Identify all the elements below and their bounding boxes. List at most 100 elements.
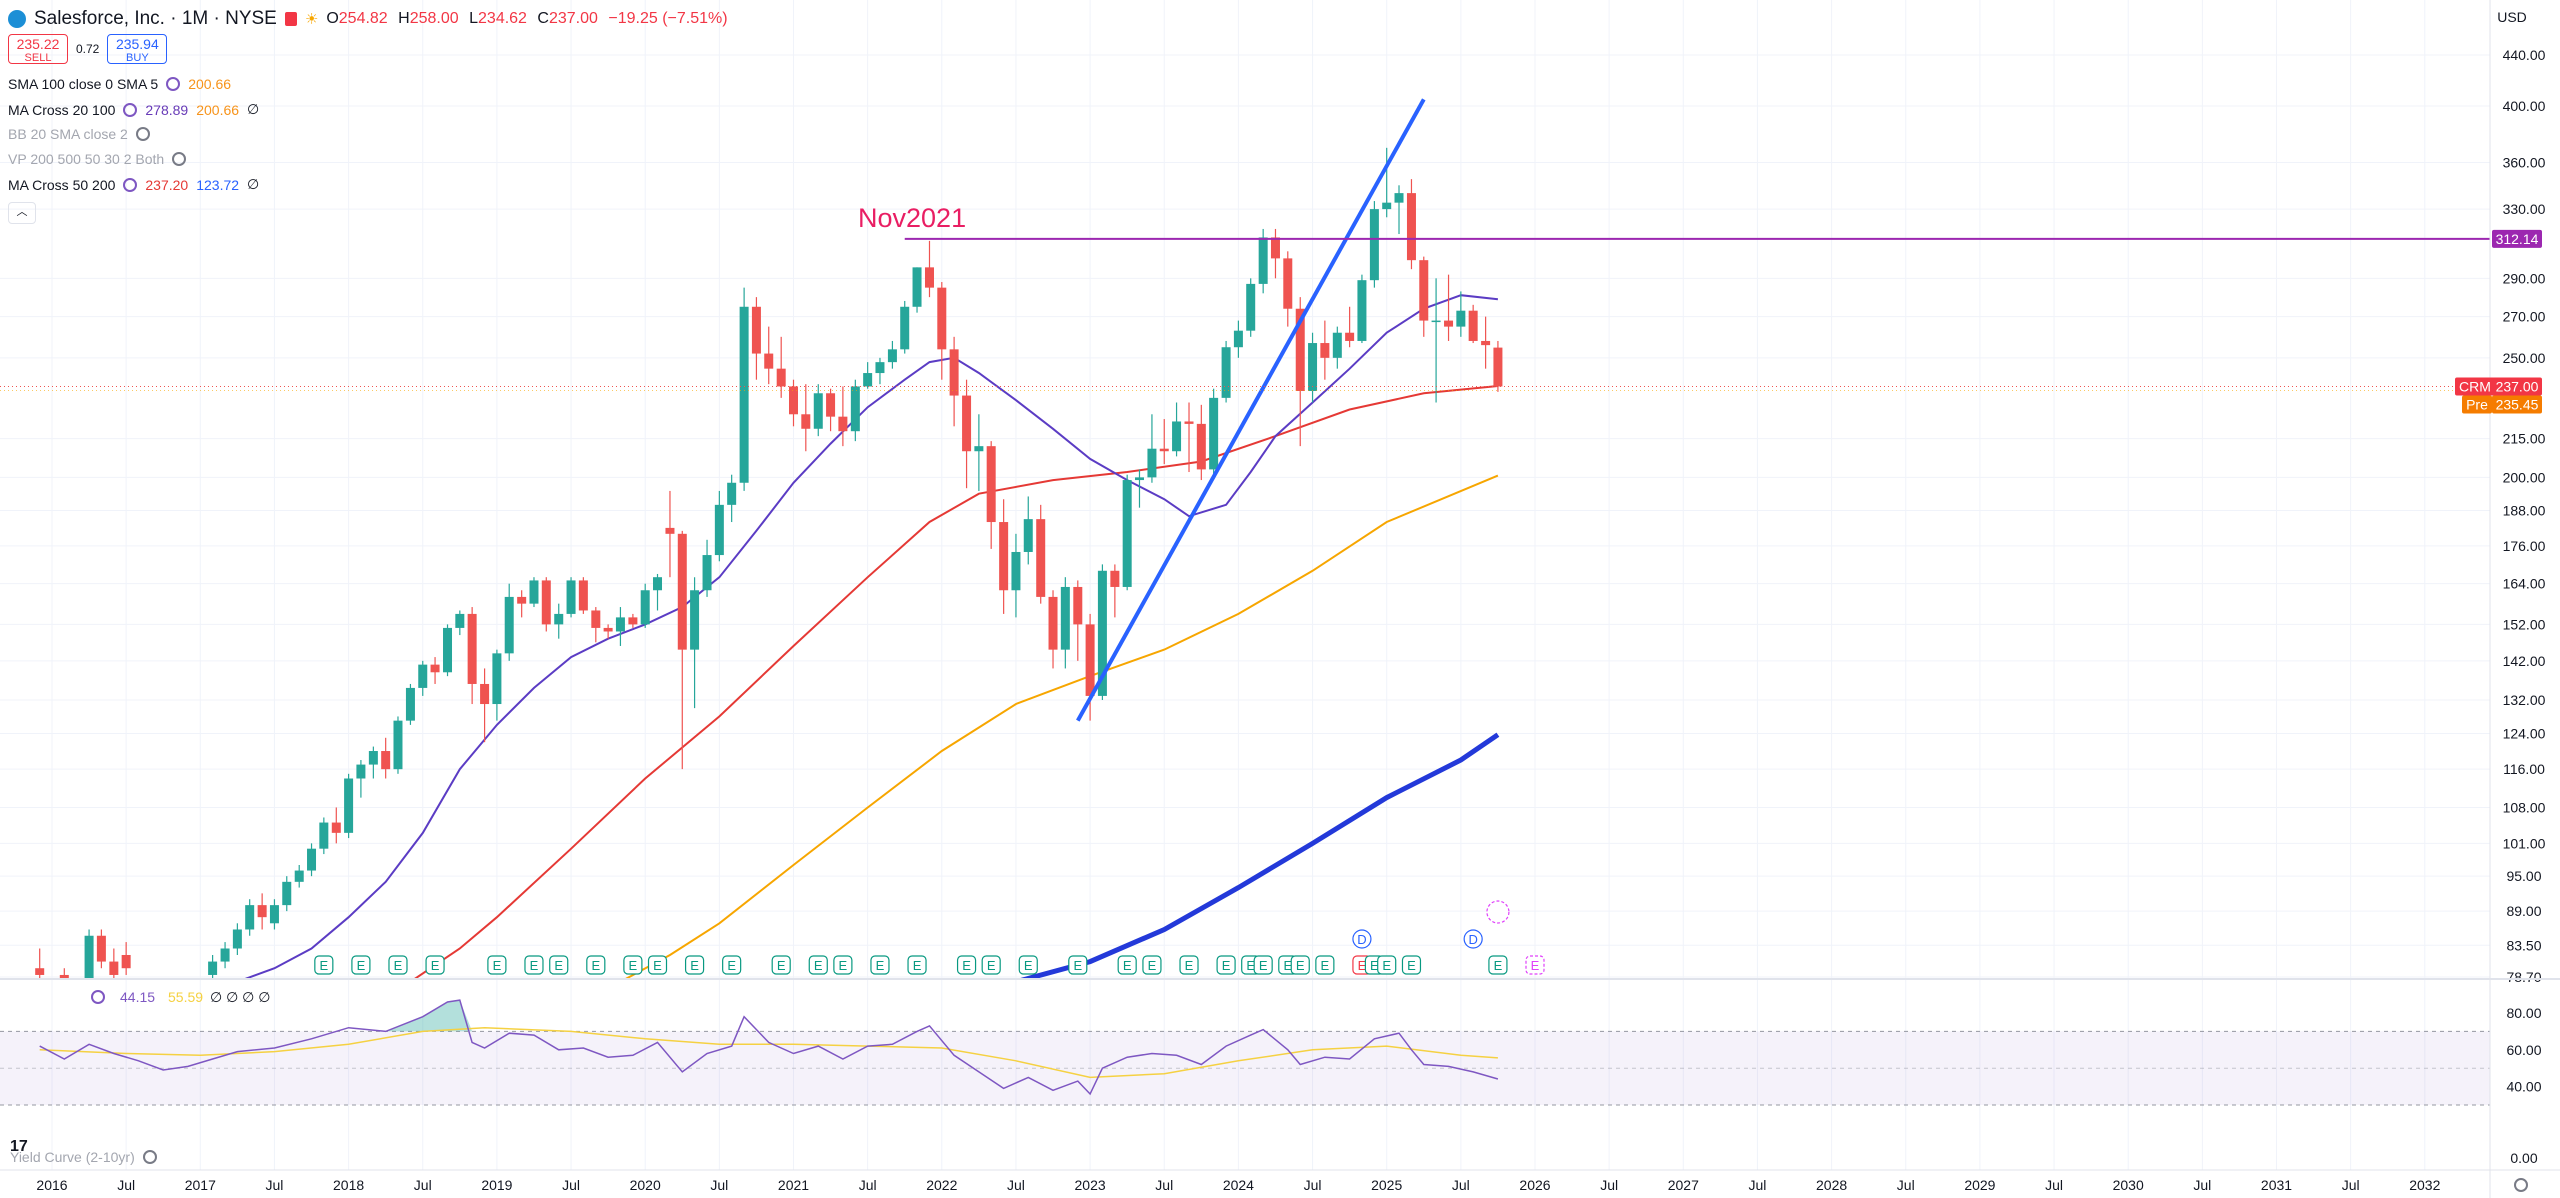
indicator-eye-icon[interactable]: [123, 177, 138, 192]
candle-body: [1295, 308, 1305, 391]
candle-body: [368, 751, 378, 765]
indicator-row[interactable]: MA Cross 20 100 278.89 200.66 ∅: [8, 101, 259, 118]
moving-averages: [244, 294, 1500, 978]
indicator-value: 278.89: [145, 101, 189, 118]
symbol-title[interactable]: Salesforce, Inc. · 1M · NYSE: [34, 8, 277, 29]
candle-body: [665, 527, 675, 534]
candle-body: [504, 596, 514, 654]
candle-body: [1233, 330, 1243, 348]
earnings-marker[interactable]: [684, 955, 705, 975]
annotation-nov2021[interactable]: Nov2021: [858, 203, 966, 233]
candle-body: [208, 961, 218, 975]
earnings-marker[interactable]: [1142, 955, 1162, 975]
earnings-marker[interactable]: [1401, 955, 1422, 975]
rsi-eye-icon[interactable]: [91, 990, 105, 1004]
settings-gear-icon[interactable]: [2514, 1178, 2528, 1192]
earnings-marker[interactable]: [351, 955, 371, 975]
indicator-name: MA Cross 50 200: [8, 176, 116, 193]
candle-body: [615, 617, 625, 632]
dividend-marker[interactable]: [1463, 929, 1483, 949]
earnings-marker[interactable]: [425, 955, 445, 975]
candle-body: [381, 751, 391, 770]
collapse-legend-button[interactable]: ︿: [8, 202, 36, 224]
x-tick-label: Jul: [1897, 1177, 1915, 1193]
rsi-line: [39, 999, 1499, 1096]
trend-line[interactable]: [1076, 98, 1426, 722]
candle-body: [1493, 347, 1503, 387]
indicator-name: VP 200 500 50 30 2 Both: [8, 151, 165, 167]
indicator-row[interactable]: SMA 100 close 0 SMA 5 200.66: [8, 76, 231, 92]
candle-body: [307, 848, 317, 871]
earnings-marker[interactable]: [1377, 955, 1397, 975]
candle-body: [801, 414, 811, 429]
earnings-marker[interactable]: [833, 955, 853, 975]
x-tick-label: Jul: [265, 1177, 283, 1193]
candle-body: [1283, 258, 1293, 309]
earnings-marker[interactable]: [1488, 955, 1508, 975]
indicator-eye-icon[interactable]: [123, 102, 138, 117]
y-tick-label: 440.00: [2503, 47, 2546, 63]
earnings-marker[interactable]: [586, 955, 606, 975]
x-tick-label: 2024: [1223, 1177, 1254, 1193]
dividend-marker[interactable]: [1352, 929, 1372, 949]
earnings-marker[interactable]: [388, 955, 408, 975]
x-tick-label: Jul: [1600, 1177, 1618, 1193]
earnings-marker[interactable]: [1068, 955, 1088, 975]
indicator-eye-icon[interactable]: [135, 127, 150, 141]
earnings-marker[interactable]: [524, 955, 544, 975]
x-tick-label: 2016: [36, 1177, 67, 1193]
earnings-marker[interactable]: [771, 955, 791, 975]
earnings-marker[interactable]: [907, 955, 927, 975]
event-markers[interactable]: E E E E E E E E E E E E E E E E E E E E E E E E E E E E E E E E E E E ED D: [314, 900, 1545, 975]
earnings-marker[interactable]: [549, 955, 569, 975]
buy-button[interactable]: 235.94 BUY: [107, 34, 168, 64]
tradingview-logo-icon[interactable]: 17: [10, 1138, 28, 1155]
earnings-marker[interactable]: [870, 955, 890, 975]
earnings-letter: E: [1024, 958, 1033, 973]
earnings-marker[interactable]: [1179, 955, 1199, 975]
earnings-marker[interactable]: [956, 955, 977, 975]
earnings-marker[interactable]: [1525, 955, 1545, 975]
flag-icon[interactable]: [284, 12, 297, 26]
drawings[interactable]: [0, 98, 2490, 722]
candlesticks: [35, 147, 1503, 978]
dividend-letter: D: [1468, 932, 1477, 947]
x-tick-label: 2017: [185, 1177, 216, 1193]
indicator-row[interactable]: VP 200 500 50 30 2 Both: [8, 151, 187, 167]
news-flash-icon[interactable]: [1486, 900, 1510, 924]
candle-body: [986, 446, 996, 523]
yield-eye-icon[interactable]: [143, 1150, 157, 1164]
candle-body: [1382, 202, 1392, 210]
sell-button[interactable]: 235.22 SELL: [8, 34, 68, 64]
earnings-marker[interactable]: [1315, 955, 1335, 975]
chart-grid: [0, 0, 2490, 1170]
earnings-marker[interactable]: [1117, 955, 1137, 975]
x-tick-label: Jul: [1007, 1177, 1025, 1193]
y-tick-label: 400.00: [2503, 98, 2546, 114]
candle-body: [1023, 519, 1033, 552]
indicator-eye-icon[interactable]: [166, 77, 181, 91]
earnings-marker[interactable]: [487, 955, 507, 975]
earnings-marker[interactable]: [808, 955, 828, 975]
earnings-marker[interactable]: [647, 955, 668, 975]
indicator-row[interactable]: MA Cross 50 200 237.20 123.72 ∅: [8, 176, 259, 193]
currency-label[interactable]: USD: [2497, 9, 2527, 25]
earnings-marker[interactable]: [314, 955, 334, 975]
earnings-marker[interactable]: [1216, 955, 1236, 975]
symbol-badge: CRM: [2459, 378, 2491, 394]
earnings-marker[interactable]: [623, 955, 643, 975]
earnings-marker[interactable]: [981, 955, 1001, 975]
earnings-marker[interactable]: [1253, 955, 1273, 975]
yield-curve-label[interactable]: Yield Curve (2-10yr): [10, 1149, 135, 1165]
y-tick-label: 83.50: [2506, 937, 2541, 953]
x-tick-label: 2029: [1964, 1177, 1995, 1193]
indicator-row[interactable]: BB 20 SMA close 2: [8, 126, 150, 142]
earnings-letter: E: [1407, 958, 1416, 973]
x-tick-label: Jul: [562, 1177, 580, 1193]
sma20-line: [244, 294, 1499, 978]
indicator-eye-icon[interactable]: [172, 152, 187, 166]
earnings-marker[interactable]: [1018, 955, 1038, 975]
earnings-marker[interactable]: [1290, 955, 1310, 975]
earnings-marker[interactable]: [722, 955, 742, 975]
